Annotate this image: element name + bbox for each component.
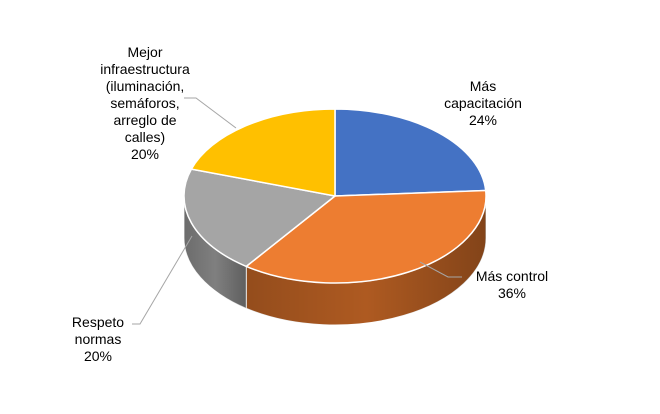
pie-sides xyxy=(183,195,487,326)
data-label-0-line-1: capacitación xyxy=(444,95,522,111)
data-label-3-line-1: infraestructura xyxy=(100,61,190,77)
pie-slice-1 xyxy=(245,189,487,284)
data-labels: Más capacitación 24% Más control 36% Respeto n… xyxy=(72,44,548,364)
data-label-3-line-6: 20% xyxy=(131,146,159,162)
data-label-3-line-3: semáforos, xyxy=(110,95,179,111)
pie-slice-0 xyxy=(334,108,487,197)
data-label-3-line-4: arreglo de xyxy=(113,112,176,128)
data-label-3-line-0: Mejor xyxy=(127,44,162,60)
data-label-0-line-2: 24% xyxy=(469,112,497,128)
data-label-1-line-1: 36% xyxy=(498,285,526,301)
pie-side-shade-1 xyxy=(246,196,486,325)
leader-line-1 xyxy=(419,261,462,278)
data-label-2: Respeto normas 20% xyxy=(72,314,124,364)
data-label-3-line-5: calles) xyxy=(125,129,165,145)
data-label-2-line-0: Respeto xyxy=(72,314,124,330)
leader-line-2 xyxy=(132,235,193,325)
data-label-0: Más capacitación 24% xyxy=(444,78,522,128)
data-label-2-line-2: 20% xyxy=(84,348,112,364)
data-label-3-line-2: (iluminación, xyxy=(106,78,185,94)
leader-line-3 xyxy=(184,97,237,129)
pie-slice-3 xyxy=(190,108,336,197)
pie-side-shade-2 xyxy=(184,196,247,309)
data-label-0-line-0: Más xyxy=(470,78,496,94)
data-label-1: Más control 36% xyxy=(476,268,548,301)
data-label-2-line-1: normas xyxy=(75,331,122,347)
data-label-3: Mejor infraestructura (iluminación, semáfor… xyxy=(100,44,190,162)
pie-slice-2 xyxy=(183,168,336,268)
pie-slices xyxy=(183,108,487,284)
leader-lines xyxy=(132,97,462,325)
data-label-1-line-0: Más control xyxy=(476,268,548,284)
